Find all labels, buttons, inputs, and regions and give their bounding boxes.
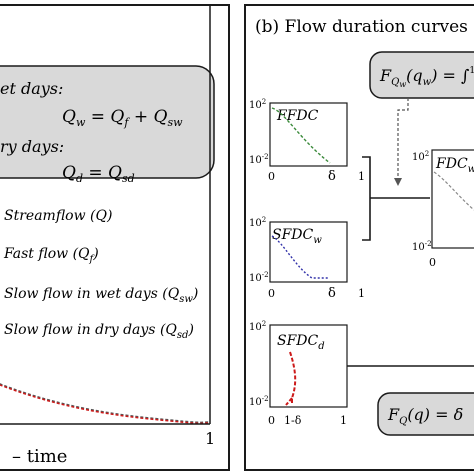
equation-box <box>0 65 215 179</box>
legend-item-slow-wet: Slow flow in wet days (Qsw) <box>0 286 198 305</box>
ffdc-plot: FFDC 102 10-2 0 δ 1 <box>249 98 365 184</box>
sfdcd-curve <box>285 351 297 406</box>
fdcw-curve <box>433 171 474 211</box>
sfdcw-xtick-delta: δ <box>328 286 336 301</box>
right-panel: (b) Flow duration curves FQw(qw) = ∫10 F… <box>244 4 474 471</box>
ffdc-curve <box>271 107 331 164</box>
fdcw-axes <box>431 149 474 249</box>
legend-label-slow-dry: Slow flow in dry days (Qsd) <box>4 322 194 341</box>
fdcw-ytick-bottom: 10-2 <box>412 240 432 253</box>
left-panel-frame <box>0 4 230 471</box>
ffdc-xtick-0: 0 <box>268 170 275 183</box>
legend-label-streamflow: Streamflow (Q) <box>4 208 112 224</box>
sfdcw-curve <box>271 235 328 279</box>
legend-label-fast-flow: Fast flow (Qf) <box>3 246 99 265</box>
sfdcw-xtick-0: 0 <box>268 287 275 300</box>
streamflow-curve <box>0 383 211 424</box>
formula-box-top <box>369 51 474 99</box>
sfdcw-axes <box>269 221 348 283</box>
right-panel-title: (b) Flow duration curves <box>255 17 468 37</box>
ffdc-label: FFDC <box>276 108 319 124</box>
sfdcw-plot: SFDCw 102 10-2 0 δ 1 <box>249 216 365 301</box>
svg-text:Qw = Qf + Qsw: Qw = Qf + Qsw <box>62 107 183 129</box>
fdcw-plot: FDCw 102 10-2 0 <box>412 149 474 269</box>
sfdcd-ytick-bottom: 10-2 <box>249 395 269 408</box>
time-axis-label-text: time <box>27 446 68 467</box>
dry-days-heading: ry days: <box>0 137 64 156</box>
fdcw-label: FDCw <box>435 156 474 175</box>
wet-days-heading: et days: <box>0 79 63 98</box>
feedback-arrow-line <box>397 98 409 180</box>
sfdcd-xtick-1: 1 <box>340 414 347 427</box>
sfdcw-ytick-bottom: 10-2 <box>249 271 269 284</box>
time-axis-label: – time <box>12 446 67 467</box>
ffdc-xtick-delta: δ <box>328 169 336 184</box>
formula-box-bottom <box>377 392 474 436</box>
sfdcw-ytick-top: 102 <box>249 216 266 229</box>
left-panel: et days: Qw = Qf + Qsw ry days: Qd = Qsd… <box>0 4 230 471</box>
ffdc-xtick-1: 1 <box>358 170 365 183</box>
right-panel-frame <box>244 4 474 471</box>
sfdcd-ytick-top: 102 <box>249 320 266 333</box>
legend-item-fast-flow: Fast flow (Qf) <box>0 246 99 265</box>
fdcw-ytick-top: 102 <box>412 150 429 163</box>
ffdc-axes <box>269 102 348 167</box>
legend-label-slow-wet: Slow flow in wet days (Qsw) <box>4 286 198 305</box>
sfdcd-xtick-1-delta: 1-δ <box>284 414 302 427</box>
fdcw-xtick-0: 0 <box>429 256 436 269</box>
ffdc-ytick-top: 102 <box>249 98 266 111</box>
sfdcd-axes <box>269 324 348 408</box>
time-axis-tick-end: 1 <box>205 429 215 448</box>
wet-days-equation: Qw = Qf + Qsw <box>62 107 183 129</box>
feedback-arrow-head <box>394 178 402 186</box>
sfdcw-label: SFDCw <box>272 227 322 246</box>
sfdcd-xtick-0: 0 <box>268 414 275 427</box>
sfdcd-label: SFDCd <box>277 333 325 352</box>
legend: Streamflow (Q) Fast flow (Qf) Slow flow … <box>0 208 198 341</box>
legend-item-slow-dry: Slow flow in dry days (Qsd) <box>0 322 194 341</box>
slow-dry-curve <box>0 384 211 425</box>
formula-bottom: FQ(q) = δ <box>387 405 463 427</box>
ffdc-ytick-bottom: 10-2 <box>249 153 269 166</box>
sfdcd-plot: SFDCd 102 10-2 0 1-δ 1 <box>249 320 348 427</box>
legend-item-streamflow: Streamflow (Q) <box>0 208 112 224</box>
sfdcw-xtick-1: 1 <box>358 287 365 300</box>
